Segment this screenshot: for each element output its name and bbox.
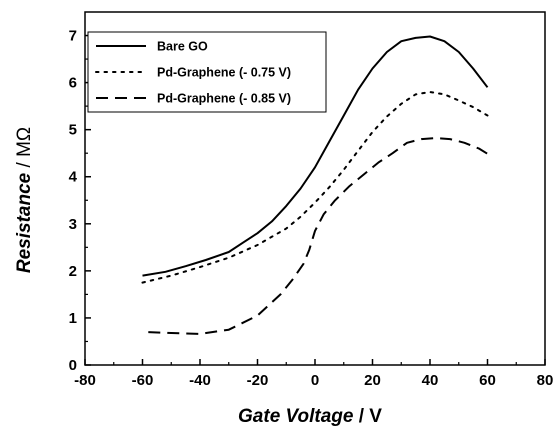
x-tick-label: 80 bbox=[537, 372, 554, 389]
series-line-1 bbox=[142, 35, 489, 277]
x-tick-label: 60 bbox=[479, 372, 496, 389]
y-tick-label: 3 bbox=[69, 216, 77, 233]
series-line-2 bbox=[141, 91, 489, 284]
x-tick-label: 40 bbox=[422, 372, 439, 389]
y-tick-label: 2 bbox=[69, 263, 77, 280]
series-layer bbox=[141, 35, 491, 335]
y-tick-label: 1 bbox=[69, 310, 77, 327]
legend-label-3: Pd-Graphene (- 0.85 V) bbox=[157, 92, 291, 106]
y-axis: 0 1 2 3 4 5 6 7 bbox=[69, 28, 91, 374]
x-tick-label: -60 bbox=[132, 372, 154, 389]
y-axis-title: Resistance / MΩ bbox=[14, 127, 35, 273]
legend-label-1: Bare GO bbox=[157, 40, 208, 54]
legend: Bare GO Pd-Graphene (- 0.75 V) Pd-Graphene… bbox=[87, 31, 327, 113]
y-tick-label: 4 bbox=[69, 169, 78, 186]
x-axis: -80 -60 -40 -20 0 20 40 60 80 bbox=[74, 359, 553, 389]
y-tick-label: 6 bbox=[69, 75, 77, 92]
x-tick-label: 0 bbox=[311, 372, 319, 389]
y-tick-label: 7 bbox=[69, 28, 77, 45]
x-tick-label: 20 bbox=[364, 372, 381, 389]
x-tick-label: -40 bbox=[189, 372, 211, 389]
legend-label-2: Pd-Graphene (- 0.75 V) bbox=[157, 66, 291, 80]
x-tick-label: -80 bbox=[74, 372, 96, 389]
x-axis-title: Gate Voltage / V bbox=[238, 406, 382, 427]
x-tick-label: -20 bbox=[247, 372, 269, 389]
y-tick-label: 5 bbox=[69, 122, 77, 139]
y-tick-label: 0 bbox=[69, 357, 77, 374]
series-line-3 bbox=[148, 137, 491, 335]
